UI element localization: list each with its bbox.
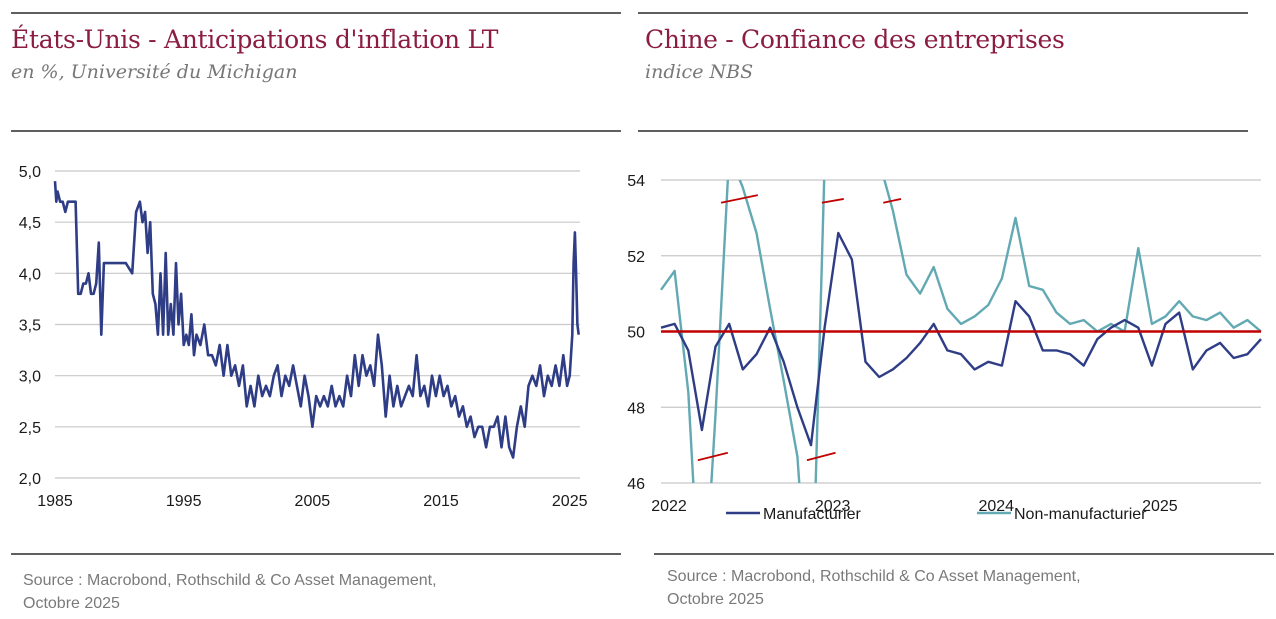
y-tick-label: 48 [627, 400, 645, 417]
left-chart: 2,0 2,5 3,0 3,5 4,0 4,5 5,0 1985 1995 2005 2015 202… [19, 164, 588, 510]
right-source-line1: Source : Macrobond, Rothschild & Co Asse… [667, 568, 1081, 585]
legend-non-manufacturing-label: Non-manufacturier [1014, 506, 1147, 523]
y-tick-label: 4,5 [19, 215, 41, 232]
x-tick-label: 2025 [552, 493, 588, 510]
y-tick-label: 2,0 [19, 471, 41, 488]
y-tick-label: 52 [627, 249, 645, 266]
axis-break-mark [697, 451, 729, 462]
legend-manufacturing-label: Manufacturier [763, 506, 861, 523]
x-tick-label: 2025 [1142, 498, 1178, 515]
axis-break-mark [821, 198, 844, 204]
y-tick-label: 50 [627, 325, 645, 342]
y-tick-label: 46 [627, 476, 645, 493]
right-source-line2: Octobre 2025 [667, 591, 764, 608]
x-tick-label: 1985 [37, 493, 73, 510]
left-source-line2: Octobre 2025 [23, 595, 120, 612]
left-top-rule [11, 12, 621, 14]
left-chart-title: États-Unis - Anticipations d'inflation L… [11, 25, 499, 54]
x-tick-label: 2015 [423, 493, 459, 510]
right-chart-title: Chine - Confiance des entreprises [645, 25, 1065, 54]
x-tick-label: 2022 [651, 498, 687, 515]
axis-break-mark [883, 198, 902, 204]
axis-break-mark [720, 194, 758, 204]
x-tick-label: 2023 [815, 498, 851, 515]
x-tick-label: 2005 [295, 493, 331, 510]
right-chart: 46 48 50 52 54 2022 2023 2024 2025 Manufacturier N… [627, 173, 1262, 523]
x-tick-label: 2024 [978, 498, 1014, 515]
y-tick-label: 4,0 [19, 266, 41, 283]
left-source: Source : Macrobond, Rothschild & Co Asse… [23, 569, 583, 615]
inflation-expectations-line [53, 181, 580, 459]
left-header-rule [11, 130, 621, 132]
y-tick-label: 54 [627, 173, 645, 190]
left-chart-subtitle: en %, Université du Michigan [11, 61, 298, 83]
y-tick-label: 5,0 [19, 164, 41, 181]
right-source: Source : Macrobond, Rothschild & Co Asse… [667, 565, 1227, 611]
non-manufacturing-line [660, 180, 1262, 483]
left-footer-rule [11, 553, 621, 555]
left-source-line1: Source : Macrobond, Rothschild & Co Asse… [23, 572, 437, 589]
y-tick-label: 3,0 [19, 369, 41, 386]
manufacturing-line [660, 231, 1262, 447]
y-tick-label: 3,5 [19, 318, 41, 335]
right-footer-rule [654, 553, 1274, 555]
x-tick-label: 1995 [166, 493, 202, 510]
axis-break-mark [806, 451, 836, 462]
right-chart-subtitle: indice NBS [645, 61, 754, 83]
right-top-rule [638, 12, 1248, 14]
y-tick-label: 2,5 [19, 420, 41, 437]
right-header-rule [638, 130, 1248, 132]
